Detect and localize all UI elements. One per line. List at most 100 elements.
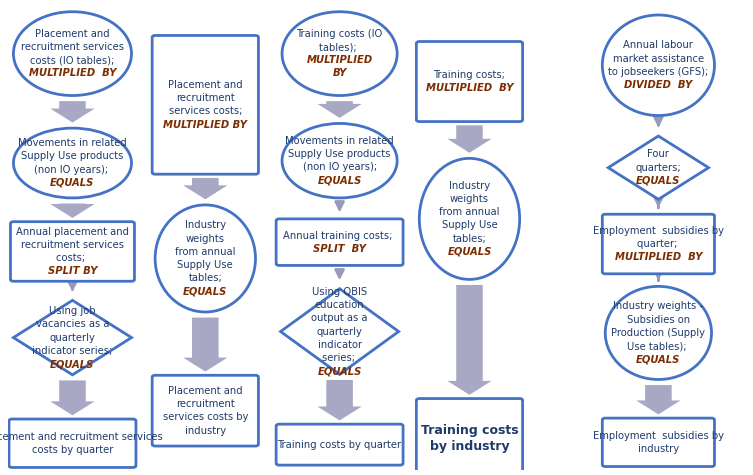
Text: Placement and: Placement and [168,386,242,396]
Text: Training costs;: Training costs; [434,70,505,80]
Text: quarterly: quarterly [50,332,96,342]
Text: Movements in related: Movements in related [18,138,127,148]
Text: from annual: from annual [439,207,500,217]
Ellipse shape [14,12,132,95]
Text: Placement and: Placement and [168,80,242,90]
Polygon shape [50,380,95,415]
FancyBboxPatch shape [602,214,715,274]
Text: tables;: tables; [188,273,222,283]
Text: SPLIT  BY: SPLIT BY [313,244,366,254]
Text: EQUALS: EQUALS [318,366,361,376]
Text: Industry weights -: Industry weights - [614,302,703,312]
Ellipse shape [605,286,712,380]
Text: indicator: indicator [318,340,361,350]
Text: quarterly: quarterly [317,326,362,336]
Polygon shape [50,101,95,123]
Text: industry: industry [638,444,679,454]
Text: Annual placement and: Annual placement and [16,227,129,237]
Ellipse shape [14,128,132,198]
Text: MULTIPLIED BY: MULTIPLIED BY [163,120,247,130]
Text: recruitment: recruitment [176,93,235,103]
Text: Using job: Using job [49,306,96,316]
Text: MULTIPLIED  BY: MULTIPLIED BY [614,252,702,262]
FancyBboxPatch shape [276,219,403,266]
Text: costs by quarter: costs by quarter [32,445,113,455]
Text: services costs;: services costs; [169,106,242,116]
Text: weights: weights [186,234,225,244]
Text: by industry: by industry [430,440,509,453]
Ellipse shape [155,205,255,312]
Text: EQUALS: EQUALS [318,176,361,186]
Text: DIVIDED  BY: DIVIDED BY [624,80,693,90]
Text: output as a: output as a [311,314,368,323]
Text: recruitment: recruitment [176,399,235,409]
Text: quarter;: quarter; [636,239,680,249]
Text: Industry: Industry [184,220,226,230]
Text: Training costs (IO: Training costs (IO [297,29,383,39]
Text: Placement and recruitment services: Placement and recruitment services [0,432,163,442]
Text: indicator series;: indicator series; [32,346,113,356]
Polygon shape [281,289,398,374]
Text: Supply Use products: Supply Use products [288,149,391,159]
FancyBboxPatch shape [602,418,715,466]
Text: tables);: tables); [319,42,360,52]
Text: Industry: Industry [449,181,490,191]
Text: market assistance: market assistance [613,54,704,64]
Text: MULTIPLIED: MULTIPLIED [306,55,373,65]
Text: education: education [315,300,364,310]
Text: Four: Four [648,150,669,160]
Text: Supply Use: Supply Use [178,260,233,270]
Text: quarters;: quarters; [636,162,681,173]
FancyBboxPatch shape [416,399,523,475]
Ellipse shape [282,12,397,95]
Ellipse shape [419,158,520,279]
FancyBboxPatch shape [152,36,258,174]
Text: Production (Supply: Production (Supply [611,328,706,338]
Polygon shape [608,136,709,200]
Text: (non IO years);: (non IO years); [303,162,376,172]
Text: tables;: tables; [453,234,486,244]
Polygon shape [318,380,361,420]
Polygon shape [183,178,227,200]
Text: series;: series; [322,353,358,363]
Text: (non IO years);: (non IO years); [34,165,111,175]
Text: industry: industry [184,426,226,436]
Text: Training costs by quarter: Training costs by quarter [278,440,401,450]
Text: Annual training costs;: Annual training costs; [283,230,396,240]
Text: to jobseekers (GFS);: to jobseekers (GFS); [608,67,709,77]
Text: from annual: from annual [175,247,236,257]
Text: services costs by: services costs by [163,412,248,422]
FancyBboxPatch shape [416,41,523,122]
Polygon shape [318,101,361,118]
Polygon shape [447,125,492,153]
Polygon shape [14,300,132,375]
Text: Movements in related: Movements in related [285,136,394,146]
FancyBboxPatch shape [276,424,403,465]
Text: costs (IO tables);: costs (IO tables); [30,55,114,65]
Text: Using QBIS: Using QBIS [312,287,367,297]
Text: EQUALS: EQUALS [183,286,227,296]
Text: SPLIT BY: SPLIT BY [47,266,97,276]
Text: EQUALS: EQUALS [50,178,95,188]
Text: recruitment services: recruitment services [21,240,124,250]
Text: EQUALS: EQUALS [447,247,492,257]
FancyBboxPatch shape [152,375,258,446]
Text: EQUALS: EQUALS [50,359,95,369]
Polygon shape [183,318,227,371]
Text: weights: weights [450,194,489,204]
Text: Training costs: Training costs [421,424,518,437]
Polygon shape [636,385,681,414]
Text: Employment  subsidies by: Employment subsidies by [593,226,724,236]
Text: EQUALS: EQUALS [636,176,681,186]
Text: Supply Use products: Supply Use products [21,152,123,162]
Text: MULTIPLIED  BY: MULTIPLIED BY [425,83,514,93]
FancyBboxPatch shape [9,419,136,467]
Text: Supply Use: Supply Use [441,220,497,230]
Text: Use tables);: Use tables); [627,341,690,351]
Text: costs;: costs; [56,253,89,263]
Polygon shape [50,203,95,218]
Text: Employment  subsidies by: Employment subsidies by [593,431,724,441]
Text: MULTIPLIED  BY: MULTIPLIED BY [29,68,116,78]
Ellipse shape [282,124,397,198]
Text: Subsidies on: Subsidies on [626,315,690,325]
